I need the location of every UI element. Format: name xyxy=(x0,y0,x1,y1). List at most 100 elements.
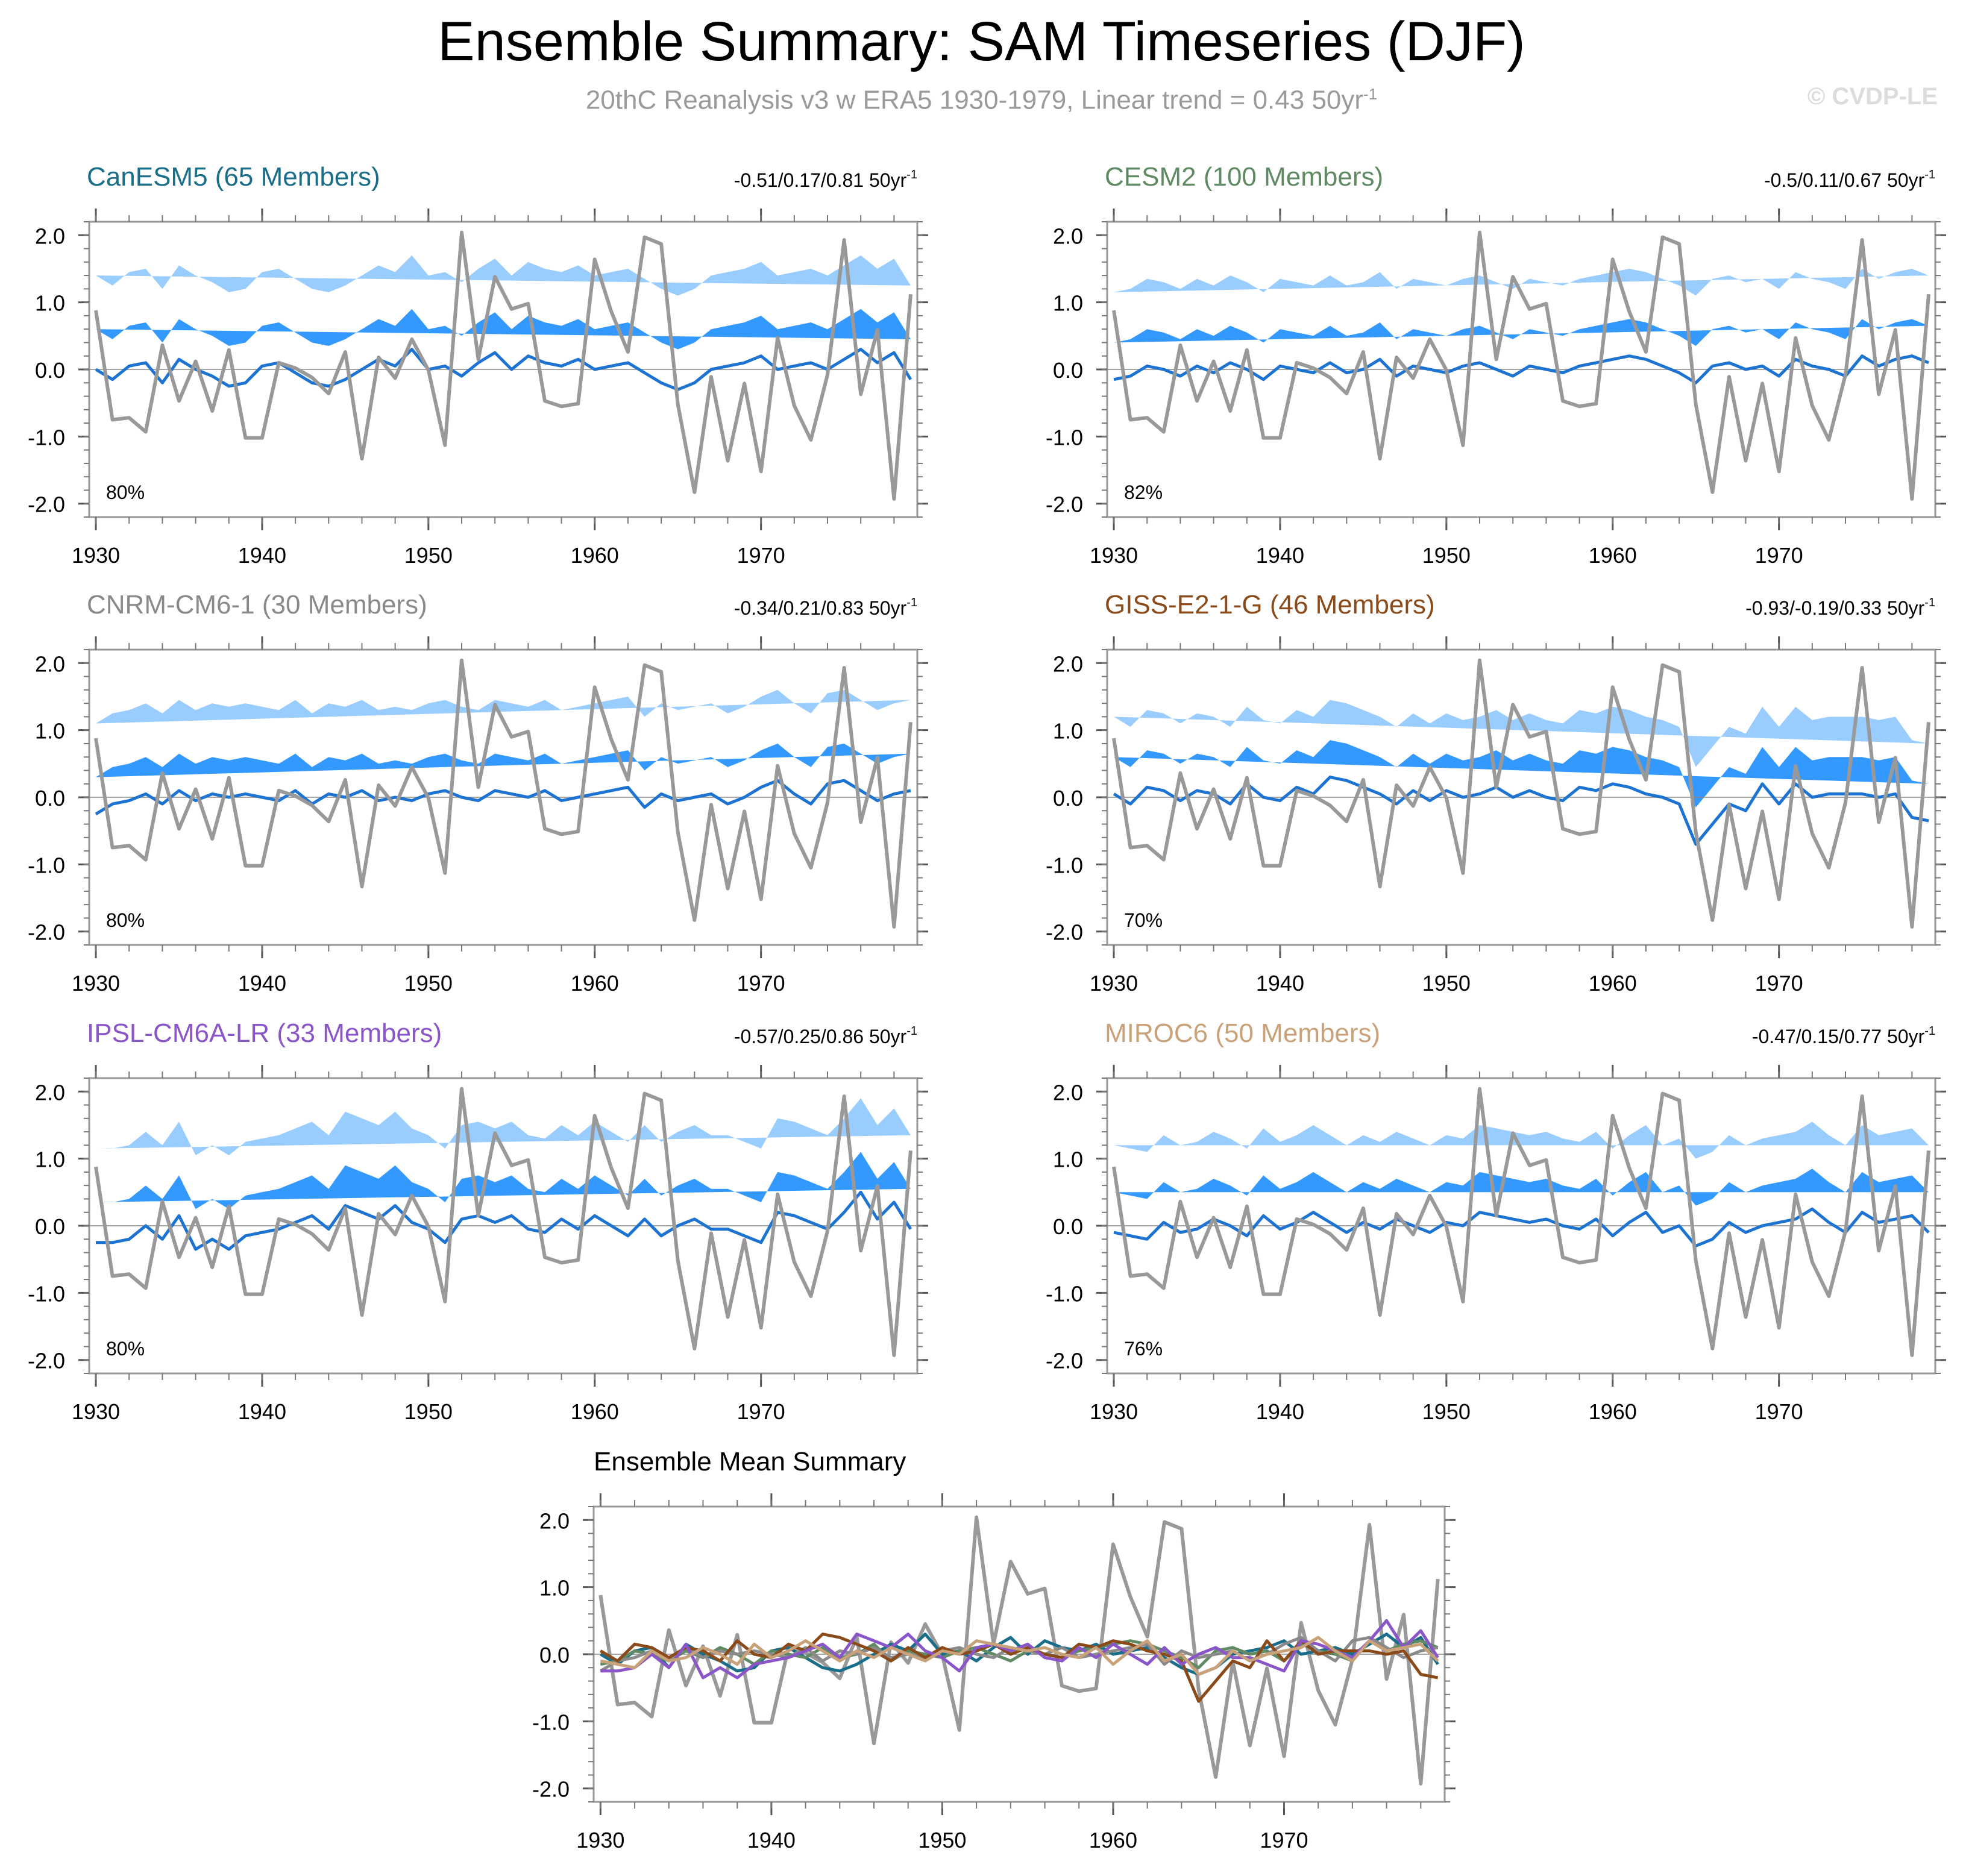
panel-canesm5-xtick-label: 1930 xyxy=(72,543,120,568)
panel-miroc6-percent-label: 76% xyxy=(1124,1338,1163,1360)
panel-giss-e2-1-g-percent-label: 70% xyxy=(1124,909,1163,931)
panel-ipsl-cm6a-lr-title: IPSL-CM6A-LR (33 Members) xyxy=(87,1018,442,1048)
panel-canesm5-xtick-label: 1950 xyxy=(404,543,453,568)
panel-miroc6-xtick-label: 1950 xyxy=(1422,1399,1471,1424)
panel-cnrm-cm6-1-xtick-label: 1950 xyxy=(404,971,453,996)
panel-canesm5-trend-value: -0.51/0.17/0.81 50yr xyxy=(734,169,907,191)
panel-miroc6-observed-line xyxy=(1112,1087,1930,1357)
panel-giss-e2-1-g-observed-line xyxy=(1112,658,1930,929)
panel-canesm5-ytick-label: 0.0 xyxy=(35,358,65,383)
panel-ipsl-cm6a-lr-trend-superscript: -1 xyxy=(906,1024,917,1038)
panel-cnrm-cm6-1: -2.0 -1.0 0.0 1.0 2.0 1930 1940 1950 1960 1970 CNR… xyxy=(28,590,928,996)
panel-canesm5-ytick-label: 1.0 xyxy=(35,291,65,316)
panel-canesm5-xtick-label: 1970 xyxy=(737,543,785,568)
panel-canesm5-xtick-label: 1960 xyxy=(571,543,619,568)
panel-miroc6-ytick-label: 0.0 xyxy=(1053,1214,1083,1239)
panel-ipsl-cm6a-lr-xtick-label: 1940 xyxy=(238,1399,286,1424)
panel-cnrm-cm6-1-xtick-label: 1960 xyxy=(571,971,619,996)
panel-cesm2-ytick-label: -2.0 xyxy=(1046,492,1083,517)
panel-giss-e2-1-g-xtick-label: 1950 xyxy=(1422,971,1471,996)
panel-ipsl-cm6a-lr: -2.0 -1.0 0.0 1.0 2.0 1930 1940 1950 1960 1970 IPS… xyxy=(28,1018,928,1424)
panel-ipsl-cm6a-lr-ytick-label: 0.0 xyxy=(35,1214,65,1239)
panel-cnrm-cm6-1-outer-band xyxy=(96,689,911,724)
panel-miroc6-xtick-label: 1960 xyxy=(1589,1399,1637,1424)
panel-giss-e2-1-g-xtick-label: 1930 xyxy=(1090,971,1138,996)
panel-giss-e2-1-g-trend: -0.93/-0.19/0.33 50yr-1 xyxy=(1745,596,1935,619)
panel-giss-e2-1-g-xtick-label: 1970 xyxy=(1755,971,1803,996)
main-title: Ensemble Summary: SAM Timeseries (DJF) xyxy=(438,11,1525,72)
summary-xtick-label: 1940 xyxy=(747,1828,796,1852)
panel-ipsl-cm6a-lr-percent-label: 80% xyxy=(106,1338,145,1360)
summary-ytick-label: -1.0 xyxy=(532,1710,570,1734)
panel-cnrm-cm6-1-ytick-label: 0.0 xyxy=(35,786,65,811)
panel-cesm2-trend-value: -0.5/0.11/0.67 50yr xyxy=(1764,169,1925,191)
panel-cesm2-title: CESM2 (100 Members) xyxy=(1105,162,1383,192)
panel-ipsl-cm6a-lr-inner-band xyxy=(96,1152,911,1209)
panel-miroc6-xtick-label: 1930 xyxy=(1090,1399,1138,1424)
panel-ipsl-cm6a-lr-xtick-label: 1970 xyxy=(737,1399,785,1424)
panel-cnrm-cm6-1-title: CNRM-CM6-1 (30 Members) xyxy=(87,590,427,620)
panel-ipsl-cm6a-lr-trend-value: -0.57/0.25/0.86 50yr xyxy=(734,1026,907,1047)
panel-cnrm-cm6-1-ytick-label: -2.0 xyxy=(28,920,65,945)
panel-giss-e2-1-g-xtick-label: 1960 xyxy=(1589,971,1637,996)
panel-cesm2-trend-superscript: -1 xyxy=(1924,168,1935,181)
panel-cnrm-cm6-1-ytick-label: -1.0 xyxy=(28,853,65,877)
panel-canesm5: -2.0 -1.0 0.0 1.0 2.0 1930 1940 1950 1960 1970 Can… xyxy=(28,162,928,568)
panel-cesm2-outer-band xyxy=(1114,269,1929,296)
panel-cesm2-observed-line xyxy=(1112,230,1930,501)
panel-cnrm-cm6-1-xtick-label: 1930 xyxy=(72,971,120,996)
summary-ytick-label: -2.0 xyxy=(532,1777,570,1802)
panel-cesm2-xtick-label: 1940 xyxy=(1256,543,1304,568)
panel-cesm2-ytick-label: 2.0 xyxy=(1053,224,1083,248)
panel-giss-e2-1-g-ytick-label: 2.0 xyxy=(1053,651,1083,676)
panel-miroc6-inner-band xyxy=(1114,1169,1929,1206)
panel-cnrm-cm6-1-percent-label: 80% xyxy=(106,909,145,931)
panel-canesm5-percent-label: 80% xyxy=(106,482,145,503)
watermark: © CVDP-LE xyxy=(1807,83,1938,110)
summary-xtick-label: 1960 xyxy=(1089,1828,1137,1852)
panel-cesm2-inner-band xyxy=(1114,319,1929,346)
summary-ipsl-cm6a-lr-mean-line xyxy=(600,1619,1439,1680)
panel-miroc6-trend-value: -0.47/0.15/0.77 50yr xyxy=(1752,1026,1925,1047)
panel-giss-e2-1-g-title: GISS-E2-1-G (46 Members) xyxy=(1105,590,1435,620)
panel-cnrm-cm6-1-trend-value: -0.34/0.21/0.83 50yr xyxy=(734,597,907,619)
summary-xtick-label: 1950 xyxy=(918,1828,966,1852)
panel-miroc6-xtick-label: 1970 xyxy=(1755,1399,1803,1424)
panel-cesm2: -2.0 -1.0 0.0 1.0 2.0 1930 1940 1950 1960 1970 CES… xyxy=(1046,162,1946,568)
panel-cnrm-cm6-1-inner-band xyxy=(96,743,911,777)
summary-ytick-label: 2.0 xyxy=(539,1508,570,1533)
panel-cesm2-xtick-label: 1930 xyxy=(1090,543,1138,568)
panel-canesm5-xtick-label: 1940 xyxy=(238,543,286,568)
panel-ipsl-cm6a-lr-observed-line xyxy=(94,1087,912,1357)
panel-ipsl-cm6a-lr-ytick-label: 2.0 xyxy=(35,1080,65,1105)
panel-ipsl-cm6a-lr-ytick-label: -1.0 xyxy=(28,1281,65,1306)
panel-cnrm-cm6-1-trend: -0.34/0.21/0.83 50yr-1 xyxy=(734,596,917,619)
panel-canesm5-ytick-label: -1.0 xyxy=(28,425,65,450)
panel-ipsl-cm6a-lr-xtick-label: 1960 xyxy=(571,1399,619,1424)
panel-canesm5-outer-band xyxy=(96,255,911,296)
panel-cesm2-ytick-label: -1.0 xyxy=(1046,425,1083,450)
panel-giss-e2-1-g-ytick-label: 1.0 xyxy=(1053,719,1083,744)
panel-giss-e2-1-g-xtick-label: 1940 xyxy=(1256,971,1304,996)
panel-miroc6-xtick-label: 1940 xyxy=(1256,1399,1304,1424)
panel-giss-e2-1-g: -2.0 -1.0 0.0 1.0 2.0 1930 1940 1950 1960 1970 GIS… xyxy=(1046,590,1946,996)
summary-ytick-label: 1.0 xyxy=(539,1576,570,1601)
panel-giss-e2-1-g-outer-band xyxy=(1114,700,1929,767)
panel-miroc6-ytick-label: -1.0 xyxy=(1046,1281,1083,1306)
panel-cnrm-cm6-1-ytick-label: 1.0 xyxy=(35,719,65,744)
panel-giss-e2-1-g-trend-superscript: -1 xyxy=(1924,596,1935,609)
panel-canesm5-ytick-label: -2.0 xyxy=(28,492,65,517)
panel-cnrm-cm6-1-xtick-label: 1940 xyxy=(238,971,286,996)
panel-cesm2-percent-label: 82% xyxy=(1124,482,1163,503)
panel-canesm5-trend: -0.51/0.17/0.81 50yr-1 xyxy=(734,168,917,191)
panel-cesm2-xtick-label: 1950 xyxy=(1422,543,1471,568)
panel-canesm5-title: CanESM5 (65 Members) xyxy=(87,162,380,192)
panel-ipsl-cm6a-lr-xtick-label: 1950 xyxy=(404,1399,453,1424)
panel-miroc6-trend: -0.47/0.15/0.77 50yr-1 xyxy=(1752,1024,1935,1047)
panel-miroc6-outer-band xyxy=(1114,1122,1929,1159)
panel-miroc6-title: MIROC6 (50 Members) xyxy=(1105,1018,1380,1048)
panel-ipsl-cm6a-lr-xtick-label: 1930 xyxy=(72,1399,120,1424)
panel-canesm5-trend-superscript: -1 xyxy=(906,168,917,181)
panel-giss-e2-1-g-trend-value: -0.93/-0.19/0.33 50yr xyxy=(1745,597,1924,619)
